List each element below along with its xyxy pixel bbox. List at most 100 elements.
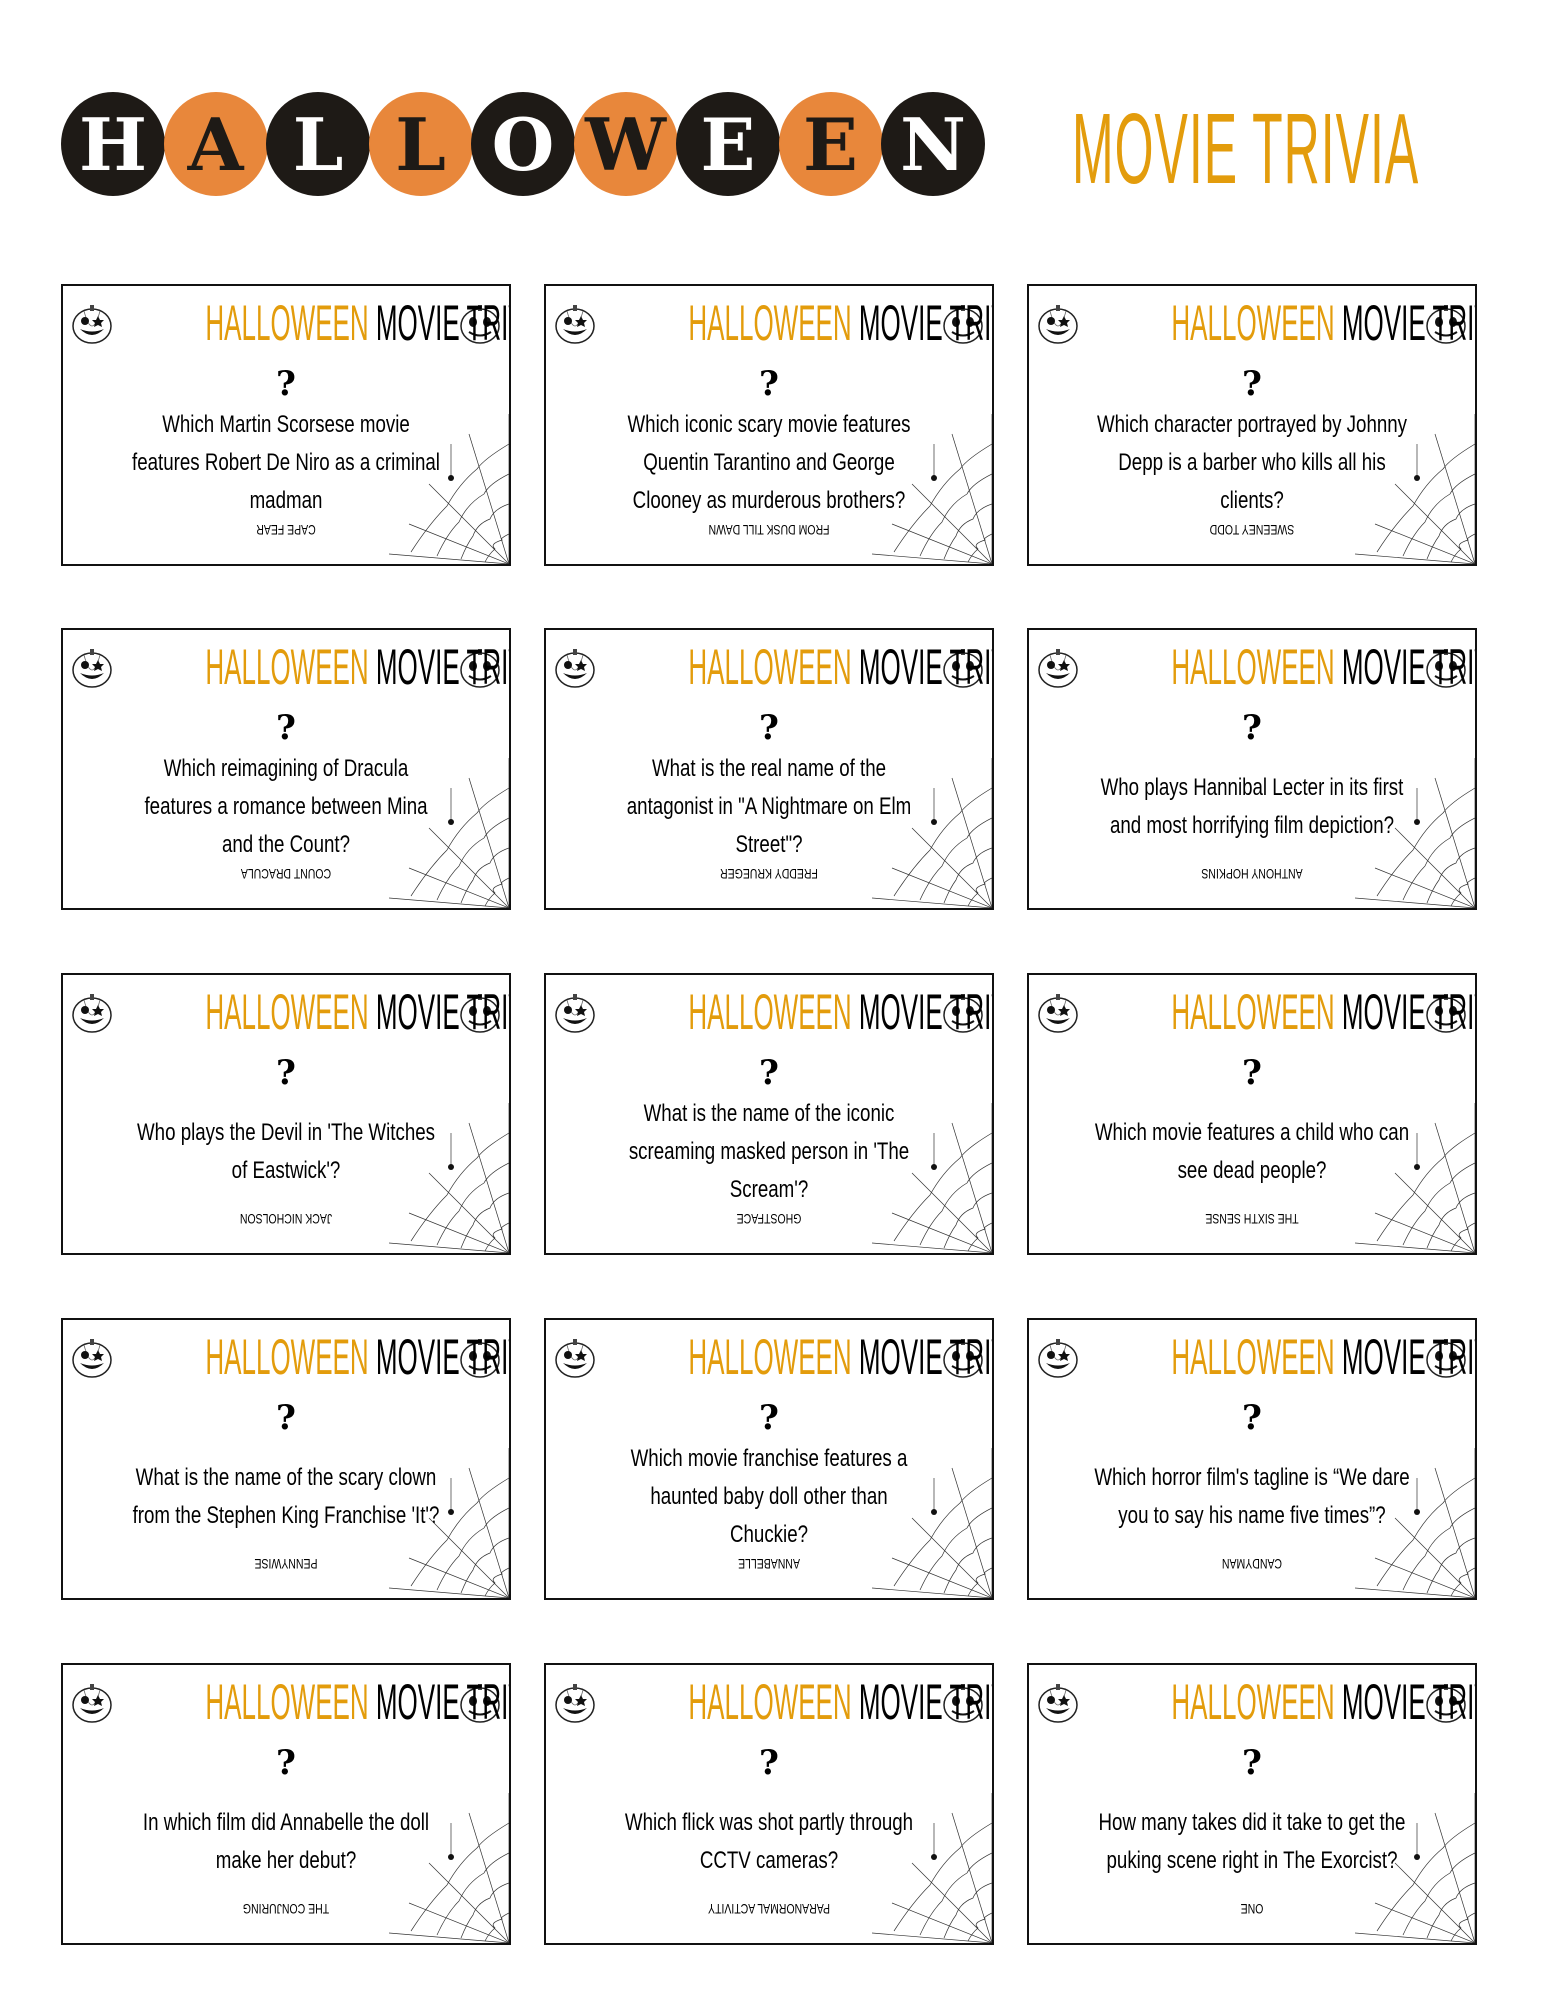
jack-o-lantern-icon <box>943 1339 983 1378</box>
jack-o-lantern-icon <box>460 1684 500 1723</box>
card-title-halloween: HALLOWEEN <box>205 1329 369 1385</box>
card-title: HALLOWEEN MOVIE TRIVIA <box>688 638 992 696</box>
question-text: In which film did Annabelle the doll mak… <box>83 1783 489 1901</box>
card-title: HALLOWEEN MOVIE TRIVIA <box>1171 294 1475 352</box>
question-text: How many takes did it take to get the pu… <box>1049 1783 1455 1901</box>
card-title-halloween: HALLOWEEN <box>688 295 852 351</box>
question-text: What is the real name of the antagonist … <box>566 748 972 866</box>
question-text: Which Martin Scorsese movie features Rob… <box>83 404 489 522</box>
card-title-halloween: HALLOWEEN <box>1171 1329 1335 1385</box>
card-header: HALLOWEEN MOVIE TRIVIA <box>1037 295 1475 351</box>
question-text: Which iconic scary movie features Quenti… <box>566 404 972 522</box>
trivia-card: HALLOWEEN MOVIE TRIVIA ? Which movie fra… <box>544 1318 994 1600</box>
spider-web-icon <box>872 758 992 908</box>
jack-o-lantern-icon <box>555 649 595 688</box>
question-text-content: Who plays the Devil in 'The Witches of E… <box>136 1119 436 1184</box>
question-mark: ? <box>276 1053 296 1093</box>
card-title-movie-trivia: MOVIE TRIVIA <box>1341 295 1475 351</box>
card-header: HALLOWEEN MOVIE TRIVIA <box>554 984 992 1040</box>
spider-web-icon <box>872 1448 992 1598</box>
question-text: What is the name of the scary clown from… <box>83 1438 489 1556</box>
card-title-movie-trivia: MOVIE TRIVIA <box>375 639 509 695</box>
question-text-content: In which film did Annabelle the doll mak… <box>142 1809 430 1874</box>
card-title-halloween: HALLOWEEN <box>688 984 852 1040</box>
trivia-card: HALLOWEEN MOVIE TRIVIA ? Which iconic sc… <box>544 284 994 566</box>
spider-web-icon <box>1355 1448 1475 1598</box>
jack-o-lantern-icon <box>1038 305 1078 344</box>
card-title: HALLOWEEN MOVIE TRIVIA <box>688 983 992 1041</box>
card-header: HALLOWEEN MOVIE TRIVIA <box>71 1329 509 1385</box>
trivia-card: HALLOWEEN MOVIE TRIVIA ? Which flick was… <box>544 1663 994 1945</box>
jack-o-lantern-icon <box>555 1339 595 1378</box>
jack-o-lantern-icon <box>1038 1684 1078 1723</box>
banner-letter: H <box>61 92 165 196</box>
jack-o-lantern-icon <box>555 994 595 1033</box>
card-title-halloween: HALLOWEEN <box>688 1329 852 1385</box>
jack-o-lantern-icon <box>943 305 983 344</box>
jack-o-lantern-icon <box>72 649 112 688</box>
spider-web-icon <box>389 1448 509 1598</box>
card-header: HALLOWEEN MOVIE TRIVIA <box>71 639 509 695</box>
jack-o-lantern-icon <box>1426 1684 1466 1723</box>
card-header: HALLOWEEN MOVIE TRIVIA <box>554 295 992 351</box>
card-title: HALLOWEEN MOVIE TRIVIA <box>1171 638 1475 696</box>
card-title: HALLOWEEN MOVIE TRIVIA <box>1171 1673 1475 1731</box>
jack-o-lantern-icon <box>460 305 500 344</box>
question-text: Which movie franchise features a haunted… <box>566 1438 972 1556</box>
question-text-content: What is the name of the scary clown from… <box>132 1464 440 1529</box>
card-title: HALLOWEEN MOVIE TRIVIA <box>688 1673 992 1731</box>
trivia-card: HALLOWEEN MOVIE TRIVIA ? What is the rea… <box>544 628 994 910</box>
spider-web-icon <box>1355 1103 1475 1253</box>
card-title-movie-trivia: MOVIE TRIVIA <box>375 1674 509 1730</box>
card-title-movie-trivia: MOVIE TRIVIA <box>1341 984 1475 1040</box>
card-title-movie-trivia: MOVIE TRIVIA <box>375 1329 509 1385</box>
card-title-halloween: HALLOWEEN <box>1171 639 1335 695</box>
banner-letter: A <box>163 92 268 196</box>
jack-o-lantern-icon <box>1038 649 1078 688</box>
card-header: HALLOWEEN MOVIE TRIVIA <box>71 1674 509 1730</box>
spider-web-icon <box>389 1103 509 1253</box>
jack-o-lantern-icon <box>72 994 112 1033</box>
card-title-movie-trivia: MOVIE TRIVIA <box>1341 1329 1475 1385</box>
banner-letter: L <box>266 92 370 196</box>
card-title: HALLOWEEN MOVIE TRIVIA <box>205 638 509 696</box>
card-title: HALLOWEEN MOVIE TRIVIA <box>1171 1328 1475 1386</box>
question-mark: ? <box>276 1398 296 1438</box>
trivia-card: HALLOWEEN MOVIE TRIVIA ? Which movie fea… <box>1027 973 1477 1255</box>
card-title: HALLOWEEN MOVIE TRIVIA <box>205 294 509 352</box>
spider-web-icon <box>872 414 992 564</box>
trivia-card: HALLOWEEN MOVIE TRIVIA ? Which horror fi… <box>1027 1318 1477 1600</box>
question-text: Who plays the Devil in 'The Witches of E… <box>83 1093 489 1211</box>
card-title: HALLOWEEN MOVIE TRIVIA <box>688 294 992 352</box>
trivia-card: HALLOWEEN MOVIE TRIVIA ? How many takes … <box>1027 1663 1477 1945</box>
card-header: HALLOWEEN MOVIE TRIVIA <box>71 984 509 1040</box>
question-text: Which flick was shot partly through CCTV… <box>566 1783 972 1901</box>
card-title-movie-trivia: MOVIE TRIVIA <box>858 295 992 351</box>
question-text: Who plays Hannibal Lecter in its first a… <box>1049 748 1455 866</box>
card-title: HALLOWEEN MOVIE TRIVIA <box>1171 983 1475 1041</box>
jack-o-lantern-icon <box>460 994 500 1033</box>
question-text-content: Which flick was shot partly through CCTV… <box>624 1809 914 1874</box>
question-text-content: What is the real name of the antagonist … <box>626 755 912 858</box>
jack-o-lantern-icon <box>460 649 500 688</box>
spider-web-icon <box>1355 758 1475 908</box>
jack-o-lantern-icon <box>943 1684 983 1723</box>
spider-web-icon <box>1355 1793 1475 1943</box>
jack-o-lantern-icon <box>72 305 112 344</box>
question-mark: ? <box>1242 1743 1262 1783</box>
trivia-card: HALLOWEEN MOVIE TRIVIA ? Which Martin Sc… <box>61 284 511 566</box>
card-header: HALLOWEEN MOVIE TRIVIA <box>1037 639 1475 695</box>
jack-o-lantern-icon <box>1038 994 1078 1033</box>
question-mark: ? <box>276 364 296 404</box>
question-text-content: Which character portrayed by Johnny Depp… <box>1096 411 1408 514</box>
card-title-halloween: HALLOWEEN <box>205 984 369 1040</box>
jack-o-lantern-icon <box>1426 994 1466 1033</box>
question-mark: ? <box>1242 708 1262 748</box>
banner-letter: E <box>778 92 883 196</box>
card-title-halloween: HALLOWEEN <box>1171 295 1335 351</box>
jack-o-lantern-icon <box>1426 1339 1466 1378</box>
spider-web-icon <box>1355 414 1475 564</box>
question-text: Which reimagining of Dracula features a … <box>83 748 489 866</box>
card-title: HALLOWEEN MOVIE TRIVIA <box>205 1328 509 1386</box>
